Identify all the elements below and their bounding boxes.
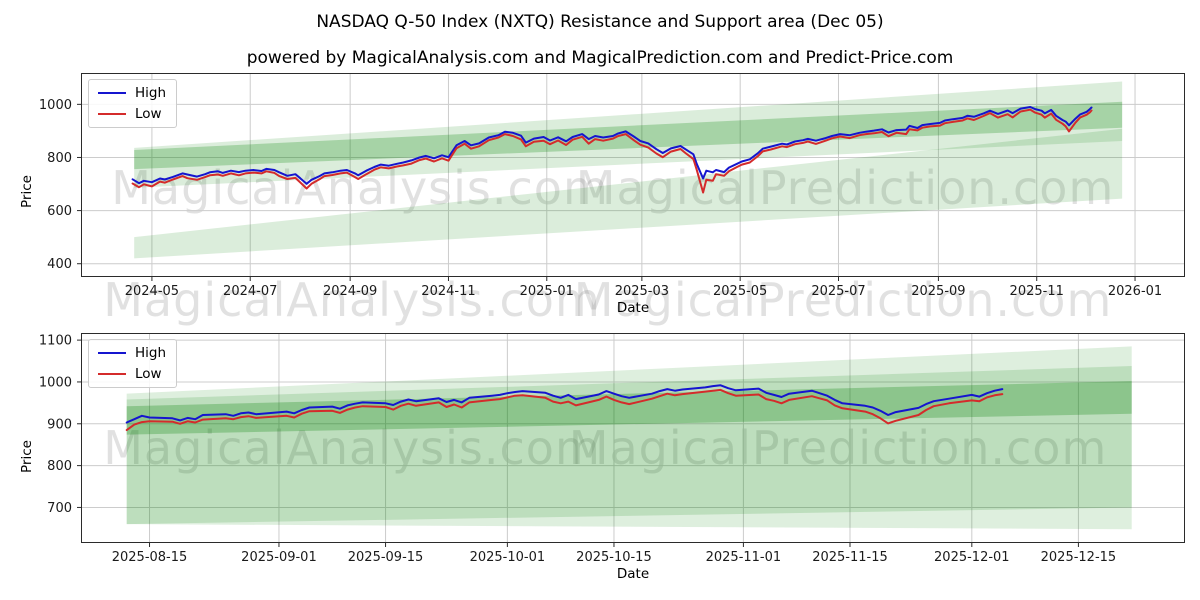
legend-entry-high: High — [98, 345, 166, 361]
chart-subtitle: powered by MagicalAnalysis.com and Magic… — [246, 48, 954, 68]
legend-label-high: High — [135, 85, 167, 101]
high-line-swatch — [98, 352, 126, 354]
xtick-label: 2025-09-01 — [241, 550, 317, 565]
series-line-high — [131, 106, 1093, 185]
ytick-label: 600 — [47, 204, 72, 219]
xtick-label: 2025-01 — [520, 284, 574, 299]
support-resistance-band — [126, 346, 1132, 530]
ytick-label: 800 — [47, 459, 72, 474]
bottom-chart-svg: 700 800 900 1000 1100 2025-08-15 2025-09-01 202… — [39, 333, 1185, 565]
axes-frame — [81, 73, 1185, 277]
legend-label-high: High — [135, 345, 167, 361]
series-line-low — [125, 388, 1004, 432]
series-line-high — [125, 384, 1004, 424]
bottom-chart-ylabel: Price — [19, 440, 35, 473]
xtick-label: 2024-05 — [125, 284, 179, 299]
ytick-label: 1000 — [39, 98, 72, 113]
xtick-label: 2025-05 — [713, 284, 767, 299]
support-resistance-band — [126, 366, 1132, 525]
watermark-magicalanalysis: MagicalAnalysis.com — [111, 161, 609, 215]
xtick-label: 2025-03 — [615, 284, 669, 299]
support-resistance-band — [126, 381, 1132, 435]
top-chart-plot-area: 400 600 800 1000 2024-05 2024-07 2024-09 2024-1… — [39, 73, 1185, 299]
xtick-label: 2025-12-15 — [1041, 550, 1117, 565]
watermark-magicalanalysis: MagicalAnalysis.com — [103, 273, 601, 327]
low-line-swatch — [98, 373, 126, 375]
top-chart-svg: 400 600 800 1000 2024-05 2024-07 2024-09 2024-1… — [39, 73, 1185, 299]
series-line-low — [131, 108, 1093, 194]
ytick-label: 800 — [47, 151, 72, 166]
xtick-label: 2024-09 — [323, 284, 377, 299]
bottom-chart-xlabel: Date — [616, 566, 650, 582]
ytick-label: 1000 — [39, 375, 72, 390]
top-chart-xlabel: Date — [616, 300, 650, 316]
xtick-label: 2024-07 — [223, 284, 277, 299]
ytick-label: 900 — [47, 417, 72, 432]
support-resistance-band — [134, 81, 1123, 188]
bottom-chart-plot-area: 700 800 900 1000 1100 2025-08-15 2025-09-01 202… — [39, 333, 1185, 565]
xtick-label: 2025-10-01 — [470, 550, 546, 565]
ytick-label: 400 — [47, 257, 72, 272]
ytick-label: 1100 — [39, 334, 72, 349]
legend-entry-low: Low — [98, 366, 166, 382]
legend-entry-low: Low — [98, 106, 166, 122]
legend-entry-high: High — [98, 85, 166, 101]
xtick-label: 2025-11 — [1010, 284, 1064, 299]
watermark-magicalprediction: MagicalPrediction.com — [575, 161, 1115, 215]
bottom-chart-legend: High Low — [88, 339, 178, 388]
support-resistance-band — [134, 128, 1123, 259]
xtick-label: 2025-07 — [811, 284, 865, 299]
high-line-swatch — [98, 92, 126, 94]
watermark-magicalprediction: MagicalPrediction.com — [573, 273, 1113, 327]
xtick-label: 2025-10-15 — [576, 550, 652, 565]
xtick-label: 2025-09 — [911, 284, 965, 299]
xtick-label: 2025-08-15 — [112, 550, 188, 565]
top-chart-ylabel: Price — [19, 175, 35, 208]
xtick-label: 2025-09-15 — [348, 550, 424, 565]
legend-label-low: Low — [135, 366, 162, 382]
chart-title: NASDAQ Q-50 Index (NXTQ) Resistance and … — [316, 12, 884, 32]
xtick-label: 2024-11 — [421, 284, 475, 299]
top-chart-legend: High Low — [88, 79, 178, 128]
legend-label-low: Low — [135, 106, 162, 122]
low-line-swatch — [98, 113, 126, 115]
xtick-label: 2026-01 — [1108, 284, 1162, 299]
ytick-label: 700 — [47, 501, 72, 516]
xtick-label: 2025-12-01 — [934, 550, 1010, 565]
xtick-label: 2025-11-15 — [812, 550, 888, 565]
axes-frame — [81, 333, 1185, 543]
xtick-label: 2025-11-01 — [706, 550, 782, 565]
